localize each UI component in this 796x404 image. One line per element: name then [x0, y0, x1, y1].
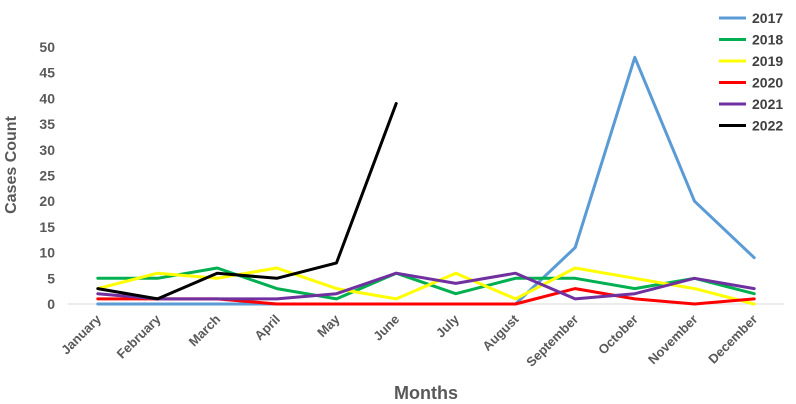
x-tick-label: December [705, 312, 760, 367]
x-tick-label: June [370, 312, 402, 344]
series-line-2020 [96, 287, 756, 306]
series-line-2022 [96, 102, 398, 301]
series-lines [96, 55, 756, 306]
y-tick-label: 10 [39, 245, 55, 261]
legend-label-2017: 2017 [752, 10, 783, 26]
y-tick-label: 50 [39, 39, 55, 55]
x-tick-label: May [314, 311, 343, 340]
legend: 2017 2018 2019 2020 2021 2022 [719, 10, 783, 134]
x-axis-ticks: January February March April May June July Augu… [58, 311, 760, 370]
x-tick-label: March [186, 311, 224, 349]
legend-label-2020: 2020 [752, 75, 783, 91]
series-line-2021 [96, 271, 756, 301]
y-tick-label: 20 [39, 193, 55, 209]
y-tick-label: 45 [39, 65, 55, 81]
legend-label-2021: 2021 [752, 96, 783, 112]
y-axis-title: Cases Count [3, 115, 20, 213]
x-tick-label: September [523, 312, 581, 370]
y-tick-label: 40 [39, 90, 55, 106]
y-tick-label: 5 [47, 270, 55, 286]
x-tick-label: July [433, 311, 463, 341]
x-tick-label: August [479, 311, 522, 354]
y-tick-label: 0 [47, 296, 55, 312]
y-tick-label: 30 [39, 142, 55, 158]
x-tick-label: January [58, 311, 104, 357]
legend-label-2019: 2019 [752, 53, 783, 69]
legend-label-2022: 2022 [752, 118, 783, 134]
x-tick-label: April [251, 312, 283, 344]
series-line-2017 [96, 55, 756, 306]
y-tick-label: 35 [39, 116, 55, 132]
y-tick-label: 25 [39, 168, 55, 184]
legend-label-2018: 2018 [752, 32, 783, 48]
x-tick-label: October [595, 312, 641, 358]
y-tick-label: 15 [39, 219, 55, 235]
x-tick-label: February [114, 311, 164, 361]
x-axis-title: Months [394, 383, 458, 403]
y-axis-ticks: 0 5 10 15 20 25 30 35 40 45 50 [39, 39, 55, 312]
series-line-2018 [96, 266, 756, 301]
x-tick-label: November [645, 312, 701, 368]
